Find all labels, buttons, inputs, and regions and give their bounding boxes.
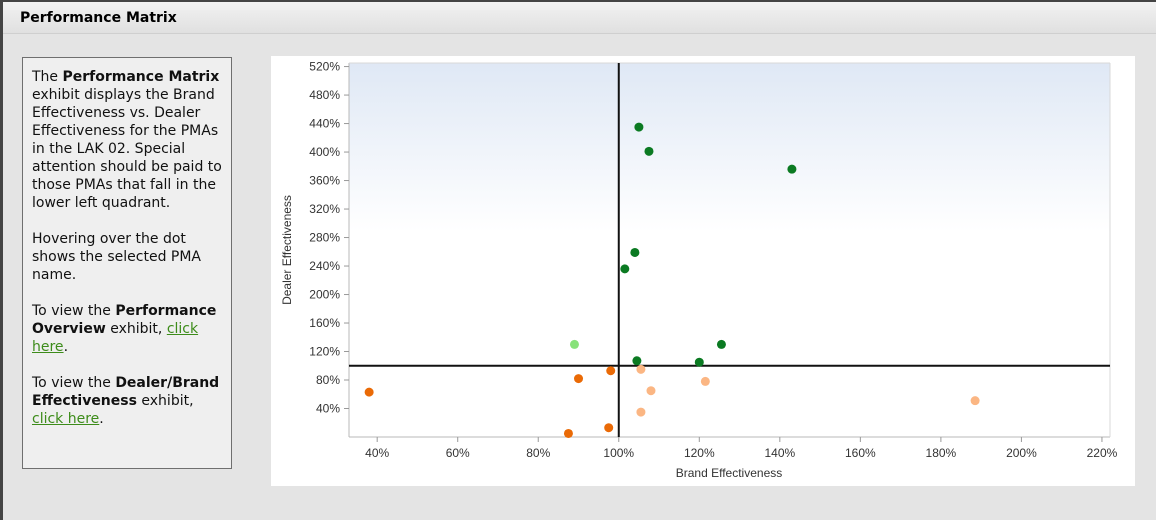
x-tick-label: 220% <box>1087 446 1118 460</box>
x-tick-label: 160% <box>845 446 876 460</box>
x-tick-label: 180% <box>926 446 957 460</box>
info-text: exhibit, <box>136 393 194 409</box>
y-tick-label: 200% <box>309 288 340 302</box>
x-tick-label: 120% <box>684 446 715 460</box>
info-text: The <box>32 69 63 85</box>
pma-data-point[interactable] <box>694 357 704 367</box>
info-paragraph-hover: Hovering over the dot shows the selected… <box>32 231 201 283</box>
info-paragraph-dealer-brand: To view the Dealer/Brand Effectiveness e… <box>32 374 223 428</box>
y-tick-label: 400% <box>309 145 340 159</box>
info-text: To view the <box>32 303 116 319</box>
pma-data-point[interactable] <box>716 339 726 349</box>
info-paragraph-description: The Performance Matrix exhibit displays … <box>32 68 223 212</box>
info-box: The Performance Matrix exhibit displays … <box>22 57 232 469</box>
pma-data-point[interactable] <box>646 386 656 396</box>
pma-data-point[interactable] <box>630 247 640 257</box>
scatter-chart: 40% 80% 120% 160% 200% 240% 280% 320% 360% 400% 44… <box>280 60 1118 480</box>
x-tick-label: 200% <box>1006 446 1037 460</box>
y-tick-label: 120% <box>309 345 340 359</box>
info-bold-text: Performance Overview <box>32 303 217 337</box>
y-tick-label: 320% <box>309 202 340 216</box>
pma-data-point[interactable] <box>563 428 573 438</box>
pma-data-point[interactable] <box>569 339 579 349</box>
x-tick-label: 140% <box>764 446 795 460</box>
pma-data-point[interactable] <box>634 122 644 132</box>
plot-background <box>349 63 1110 437</box>
info-text: To view the <box>32 375 116 391</box>
pma-data-point[interactable] <box>636 364 646 374</box>
panel-title: Performance Matrix <box>3 2 1156 34</box>
info-bold-text: Dealer/Brand Effectiveness <box>32 375 220 409</box>
pma-data-point[interactable] <box>636 407 646 417</box>
x-tick-label: 60% <box>446 446 470 460</box>
pma-data-point[interactable] <box>632 356 642 366</box>
x-tick-label: 40% <box>365 446 389 460</box>
info-text: . <box>99 411 104 427</box>
x-tick-label: 100% <box>603 446 634 460</box>
pma-data-point[interactable] <box>606 366 616 376</box>
pma-data-point[interactable] <box>574 374 584 384</box>
y-axis-title: Dealer Effectiveness <box>280 195 294 305</box>
info-text: . <box>63 339 69 355</box>
pma-data-point[interactable] <box>970 396 980 406</box>
info-text: exhibit, <box>105 321 167 337</box>
y-tick-label: 360% <box>309 174 340 188</box>
pma-data-point[interactable] <box>700 376 710 386</box>
info-text: exhibit displays the Brand Effectiveness… <box>32 87 222 211</box>
pma-data-point[interactable] <box>620 264 630 274</box>
pma-data-point[interactable] <box>364 387 374 397</box>
pma-data-point[interactable] <box>604 423 614 433</box>
y-tick-label: 240% <box>309 259 340 273</box>
y-tick-label: 40% <box>316 402 340 416</box>
info-bold-text: Performance Matrix <box>62 69 220 85</box>
y-tick-label: 160% <box>309 316 340 330</box>
chart-area: 40% 80% 120% 160% 200% 240% 280% 320% 360% 400% 44… <box>271 56 1135 486</box>
x-tick-label: 80% <box>526 446 550 460</box>
y-tick-label: 480% <box>309 88 340 102</box>
pma-data-point[interactable] <box>644 146 654 156</box>
pma-data-point[interactable] <box>787 164 797 174</box>
info-paragraph-overview: To view the Performance Overview exhibit… <box>32 302 223 356</box>
y-tick-label: 280% <box>309 231 340 245</box>
y-tick-label: 80% <box>316 373 340 387</box>
y-tick-label: 440% <box>309 117 340 131</box>
performance-overview-link[interactable]: click here <box>32 321 199 355</box>
dealer-brand-effectiveness-link[interactable]: click here <box>32 411 100 427</box>
y-tick-label: 520% <box>309 60 340 74</box>
x-axis-title: Brand Effectiveness <box>676 466 783 480</box>
